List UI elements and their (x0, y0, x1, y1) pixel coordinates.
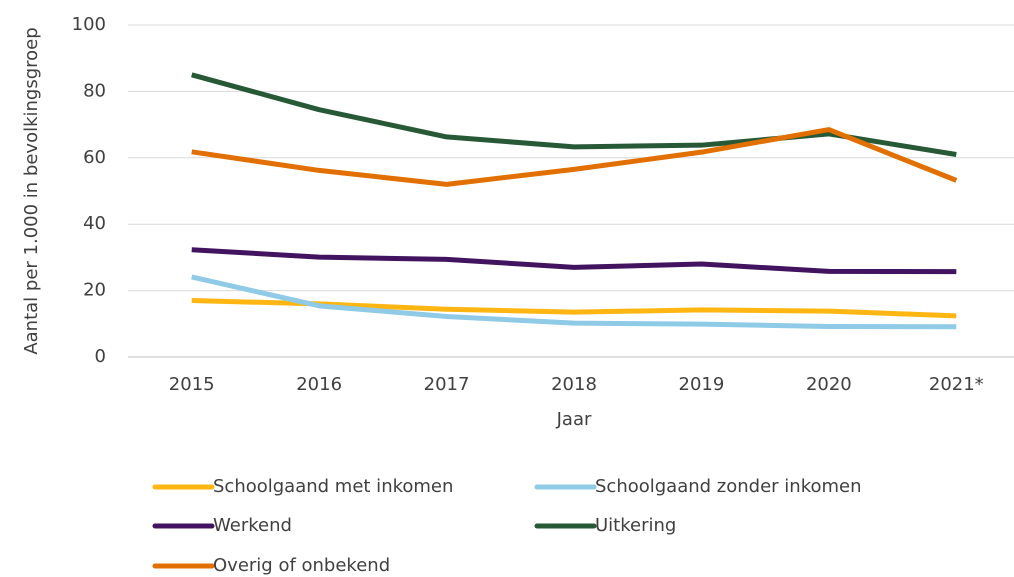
legend-label: Schoolgaand zonder inkomen (595, 476, 862, 497)
y-tick-label: 100 (72, 14, 106, 35)
x-tick-label: 2020 (806, 374, 852, 395)
legend-label: Overig of onbekend (213, 555, 390, 576)
x-tick-label: 2021* (929, 374, 984, 395)
series-line (191, 127, 958, 187)
series-line (191, 274, 957, 330)
series-line (191, 247, 957, 275)
y-tick-label: 60 (83, 147, 106, 168)
y-tick-label: 20 (83, 280, 106, 301)
legend-label: Schoolgaand met inkomen (213, 476, 453, 497)
y-tick-label: 0 (95, 346, 106, 367)
x-axis-label: Jaar (556, 409, 592, 430)
x-tick-label: 2016 (296, 374, 342, 395)
legend-label: Uitkering (595, 515, 676, 536)
legend-label: Werkend (213, 515, 292, 536)
y-tick-label: 80 (83, 80, 106, 101)
y-axis-label: Aantal per 1.000 in bevolkingsgroep (21, 27, 42, 354)
x-tick-label: 2017 (424, 374, 470, 395)
y-tick-label: 40 (83, 213, 106, 234)
x-tick-label: 2015 (169, 374, 215, 395)
x-tick-label: 2019 (679, 374, 725, 395)
series-line (191, 72, 957, 157)
x-tick-label: 2018 (551, 374, 597, 395)
